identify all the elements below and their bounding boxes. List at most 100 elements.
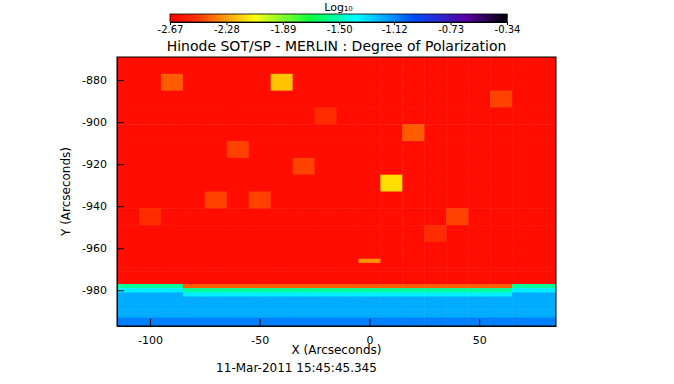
cell — [205, 280, 227, 285]
tick: -0.34 — [495, 22, 521, 35]
cell — [424, 280, 446, 285]
cell — [358, 208, 380, 225]
cell — [534, 309, 556, 314]
cell — [490, 158, 512, 175]
cell — [183, 280, 205, 285]
cell — [380, 74, 402, 91]
cell — [315, 263, 337, 268]
cell — [358, 141, 380, 158]
cell — [183, 107, 205, 124]
cell — [205, 124, 227, 141]
cell — [227, 175, 249, 192]
cell — [293, 107, 315, 124]
cell — [161, 225, 183, 242]
cell — [358, 292, 380, 297]
cell — [117, 158, 139, 175]
tick-mark — [117, 248, 124, 249]
cell — [446, 292, 468, 297]
cell — [468, 288, 490, 293]
cell — [249, 292, 271, 297]
cell — [315, 192, 337, 209]
tick: -960 — [82, 242, 124, 255]
cell — [534, 158, 556, 175]
cell — [534, 288, 556, 293]
cell — [183, 288, 205, 293]
cell — [446, 158, 468, 175]
cell — [183, 91, 205, 108]
cell — [490, 107, 512, 124]
cell — [402, 107, 424, 124]
cell — [227, 276, 249, 281]
cell — [117, 292, 139, 297]
cell — [227, 74, 249, 91]
cell — [117, 263, 139, 268]
cell — [227, 107, 249, 124]
cell — [358, 288, 380, 293]
cell — [205, 267, 227, 272]
cell — [271, 313, 293, 318]
cell — [139, 305, 161, 310]
cell — [161, 124, 183, 141]
cell — [139, 309, 161, 314]
cell — [468, 158, 490, 175]
cell — [490, 271, 512, 276]
cell — [446, 192, 468, 209]
cell — [512, 288, 534, 293]
cell — [315, 57, 337, 74]
cell — [446, 259, 468, 264]
annotation: 11-Mar-2011 15:45:45.345 — [216, 361, 377, 375]
cell — [139, 158, 161, 175]
cell — [117, 192, 139, 209]
cell — [337, 301, 359, 306]
cell — [337, 158, 359, 175]
cell — [249, 158, 271, 175]
cell — [315, 297, 337, 302]
cell — [139, 259, 161, 264]
cell — [402, 242, 424, 259]
cell — [446, 124, 468, 141]
cell — [512, 225, 534, 242]
cell — [315, 141, 337, 158]
cell — [117, 276, 139, 281]
cell — [512, 318, 534, 323]
cell — [534, 124, 556, 141]
tick-label: -880 — [82, 74, 107, 87]
cell — [534, 284, 556, 289]
cell — [227, 91, 249, 108]
cell — [293, 284, 315, 289]
cell — [358, 74, 380, 91]
cell — [424, 259, 446, 264]
cell — [271, 124, 293, 141]
tick-mark — [479, 319, 480, 326]
cell — [402, 158, 424, 175]
cell — [315, 107, 337, 124]
cell — [205, 91, 227, 108]
cell — [424, 107, 446, 124]
cell — [446, 288, 468, 293]
cell — [337, 107, 359, 124]
cell — [358, 267, 380, 272]
cell — [337, 292, 359, 297]
cell — [117, 309, 139, 314]
cell — [380, 297, 402, 302]
cell — [183, 322, 205, 326]
cell — [139, 297, 161, 302]
cell — [249, 57, 271, 74]
cell — [402, 74, 424, 91]
cell — [271, 263, 293, 268]
cell — [249, 313, 271, 318]
tick: -0.73 — [438, 22, 464, 35]
cell — [446, 208, 468, 225]
cell — [227, 271, 249, 276]
cell — [490, 267, 512, 272]
cell — [468, 313, 490, 318]
cell — [490, 284, 512, 289]
cell — [358, 158, 380, 175]
cell — [358, 309, 380, 314]
cell — [468, 284, 490, 289]
tick-label: -960 — [82, 242, 107, 255]
tick-label: -2.67 — [158, 24, 184, 35]
cell — [468, 91, 490, 108]
cell — [161, 288, 183, 293]
cell — [512, 141, 534, 158]
